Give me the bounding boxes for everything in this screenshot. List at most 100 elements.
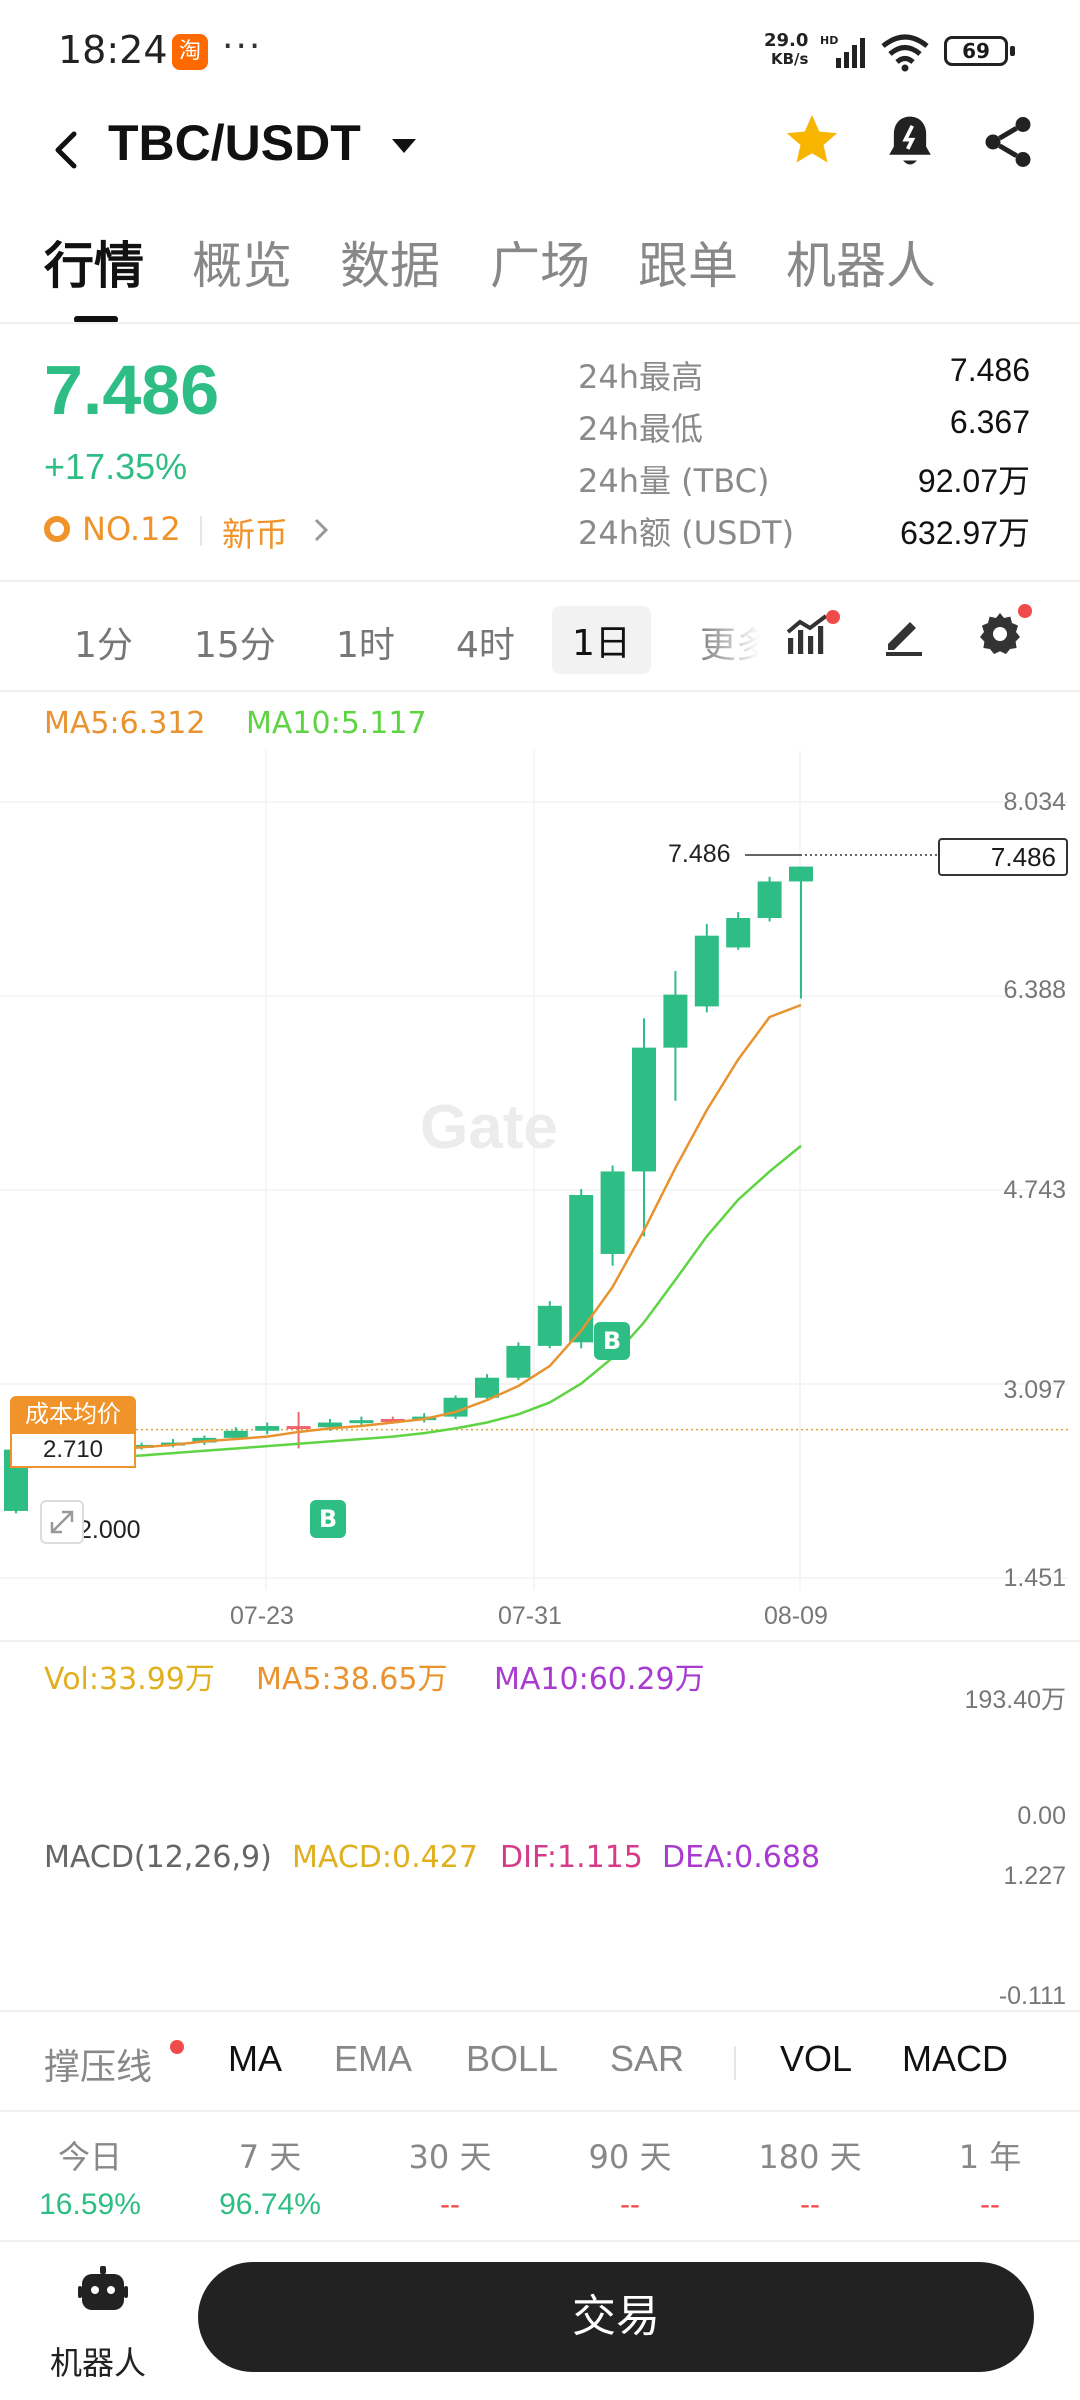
- return-today: 今日 16.59%: [0, 2132, 180, 2222]
- caret-down-icon[interactable]: [390, 136, 418, 156]
- stat-volume-value: 92.07万: [917, 463, 1030, 499]
- more-notifications-icon: ···: [222, 26, 263, 67]
- new-coin-tag[interactable]: 新币: [222, 515, 288, 554]
- return-value: 16.59%: [39, 2188, 141, 2221]
- cost-average-tag[interactable]: 成本均价: [10, 1396, 136, 1432]
- return-period: 今日: [57, 2138, 122, 2176]
- settings-gear-icon[interactable]: [976, 610, 1024, 658]
- x-tick: 07-31: [498, 1602, 562, 1630]
- return-period: 180 天: [758, 2138, 862, 2176]
- kline-plot[interactable]: Gate: [0, 690, 1080, 1620]
- ma5-line: [15, 1003, 802, 1458]
- robot-icon[interactable]: [78, 2266, 128, 2312]
- back-arrow-icon[interactable]: [44, 120, 94, 180]
- ma5-legend: MA5:6.312: [44, 706, 206, 741]
- return-1y: 1 年 --: [900, 2132, 1080, 2222]
- candle-body: [380, 1418, 405, 1422]
- stat-high-value: 7.486: [949, 352, 1030, 388]
- indicator-chart-icon[interactable]: [784, 610, 832, 658]
- tab-data[interactable]: 数据: [340, 237, 440, 295]
- interval-1d[interactable]: 1日: [552, 606, 651, 674]
- notification-dot: [826, 610, 840, 624]
- candle-body: [286, 1426, 311, 1430]
- indicator-ema[interactable]: EMA: [334, 2038, 413, 2079]
- battery-indicator: 69: [944, 36, 1015, 66]
- gate-watermark: Gate: [420, 1093, 558, 1162]
- ma10-legend: MA10:5.117: [246, 706, 427, 741]
- bell-icon[interactable]: [882, 112, 938, 172]
- pair-title[interactable]: TBC/USDT: [108, 115, 361, 171]
- tab-square[interactable]: 广场: [490, 237, 590, 295]
- expand-chart-icon[interactable]: [40, 1500, 84, 1544]
- tab-copytrade[interactable]: 跟单: [638, 237, 738, 295]
- interval-4h[interactable]: 4时: [456, 625, 515, 666]
- stat-low-label: 24h最低: [578, 410, 704, 448]
- kline-chart[interactable]: MA5:6.312 MA10:5.117 Gate 7.486 7.486 8.…: [0, 690, 1080, 1630]
- share-icon[interactable]: [978, 112, 1038, 172]
- tab-bots[interactable]: 机器人: [786, 237, 936, 295]
- signal-hd-label: HD: [820, 34, 838, 47]
- indicator-vol[interactable]: VOL: [780, 2038, 853, 2079]
- bottom-action-bar: 机器人 交易: [0, 2240, 1080, 2400]
- notification-dot: [170, 2040, 184, 2054]
- interval-1h[interactable]: 1时: [336, 625, 395, 666]
- y-tick: 4.743: [1003, 1176, 1066, 1204]
- rank-icon: [44, 516, 70, 542]
- indicator-bar: 撑压线 MA EMA BOLL SAR VOL MACD: [0, 2010, 1080, 2110]
- return-180d: 180 天 --: [720, 2132, 900, 2222]
- candle-body: [694, 935, 719, 1007]
- candle-body: [600, 1171, 625, 1254]
- dif-legend: DIF:1.115: [500, 1840, 643, 1875]
- return-value: --: [440, 2188, 460, 2221]
- candle-body: [663, 994, 688, 1048]
- stat-volume-label: 24h量 (TBC): [578, 462, 770, 500]
- candle-body: [757, 881, 782, 918]
- fade-overlay: [696, 610, 776, 670]
- status-time: 18:24: [58, 28, 168, 72]
- tab-market[interactable]: 行情: [44, 237, 144, 295]
- interval-1m[interactable]: 1分: [74, 625, 133, 666]
- vol-ma5-legend: MA5:38.65万: [256, 1662, 448, 1697]
- return-30d: 30 天 --: [360, 2132, 540, 2222]
- candle-body: [318, 1422, 342, 1428]
- vol-y-tick: 193.40万: [964, 1686, 1066, 1714]
- status-bar: 18:24 淘 ··· 29.0 KB/s HD 69: [0, 0, 1080, 100]
- tab-overview[interactable]: 概览: [192, 237, 292, 295]
- trade-button[interactable]: 交易: [198, 2262, 1034, 2372]
- cost-average-value: 2.710: [10, 1432, 136, 1468]
- star-icon[interactable]: [782, 110, 842, 170]
- candles: [4, 866, 813, 1514]
- macd-y-tick: -0.111: [998, 1982, 1066, 2010]
- indicator-support-resistance[interactable]: 撑压线: [44, 2046, 153, 2087]
- chevron-right-icon[interactable]: [312, 516, 330, 544]
- indicator-boll[interactable]: BOLL: [466, 2038, 559, 2079]
- notification-dot: [1018, 604, 1032, 618]
- last-price-annotation: 7.486: [668, 840, 731, 868]
- low-price-label: 2.000: [78, 1516, 141, 1544]
- y-tick: 3.097: [1003, 1376, 1066, 1404]
- draw-tool-icon[interactable]: [880, 610, 928, 658]
- buy-marker[interactable]: B: [310, 1500, 346, 1538]
- divider: [0, 2010, 1080, 2012]
- dea-legend: DEA:0.688: [662, 1840, 821, 1875]
- interval-15m[interactable]: 15分: [194, 625, 276, 666]
- candle-body: [255, 1426, 280, 1431]
- indicator-macd[interactable]: MACD: [902, 2038, 1008, 2079]
- return-90d: 90 天 --: [540, 2132, 720, 2222]
- robot-label[interactable]: 机器人: [50, 2344, 147, 2382]
- candle-body: [349, 1420, 374, 1424]
- interval-bar: 1分 15分 1时 4时 1日 更多: [0, 580, 1080, 690]
- return-value: 96.74%: [219, 2188, 321, 2221]
- return-value: --: [800, 2188, 820, 2221]
- candle-body: [789, 866, 813, 882]
- stat-low-value: 6.367: [949, 404, 1030, 440]
- x-tick: 08-09: [764, 1602, 828, 1630]
- return-7d: 7 天 96.74%: [180, 2132, 360, 2222]
- stat-turnover-label: 24h额 (USDT): [578, 514, 795, 552]
- candle-body: [726, 917, 751, 948]
- divider: [734, 2046, 736, 2080]
- rank-badge[interactable]: NO.12: [82, 510, 181, 548]
- indicator-ma[interactable]: MA: [228, 2038, 282, 2079]
- buy-marker[interactable]: B: [594, 1322, 630, 1360]
- indicator-sar[interactable]: SAR: [610, 2038, 685, 2079]
